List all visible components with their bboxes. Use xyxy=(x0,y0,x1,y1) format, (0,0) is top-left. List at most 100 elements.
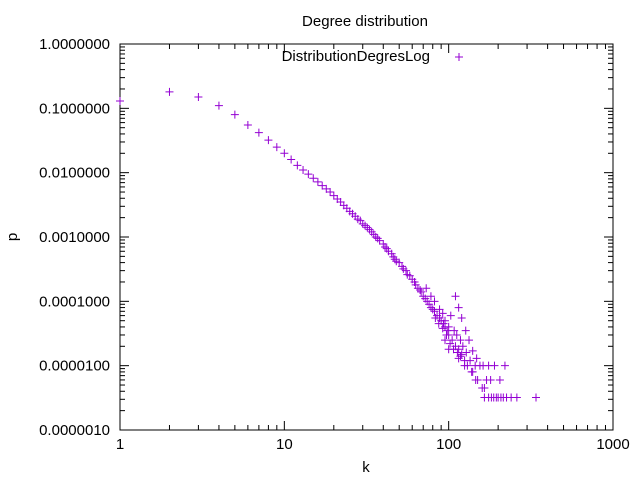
data-point xyxy=(299,166,308,175)
data-point xyxy=(472,354,481,363)
data-point xyxy=(243,121,252,130)
data-point xyxy=(426,292,435,301)
data-point xyxy=(438,309,447,318)
data-point xyxy=(452,330,461,339)
data-point xyxy=(373,234,382,243)
y-axis-label: p xyxy=(4,233,21,241)
data-point xyxy=(460,361,469,370)
data-point xyxy=(402,266,410,275)
y-tick-label: 1.0000000 xyxy=(39,36,110,53)
axis-tick-labels: 1 10 100 1000 0.0000010 0.0000100 0.0001000 0.0… xyxy=(39,36,630,453)
data-point xyxy=(456,352,465,361)
legend-marker-icon xyxy=(455,53,463,61)
data-point xyxy=(450,326,459,335)
data-point xyxy=(381,242,390,251)
data-point xyxy=(448,336,457,345)
data-point xyxy=(329,191,338,200)
data-point xyxy=(451,292,460,301)
data-point xyxy=(309,174,318,183)
data-point xyxy=(230,110,239,119)
data-point xyxy=(462,348,471,357)
data-point xyxy=(495,375,504,384)
data-point xyxy=(371,233,380,241)
data-point xyxy=(500,361,509,370)
y-tick-label: 0.0100000 xyxy=(39,165,110,182)
data-point xyxy=(512,393,521,402)
data-point xyxy=(468,346,477,355)
y-tick-label: 0.0010000 xyxy=(39,229,110,246)
data-point xyxy=(375,236,384,245)
data-point xyxy=(456,336,465,345)
x-axis-label: k xyxy=(362,459,370,476)
data-point xyxy=(214,101,223,110)
y-tick-label: 0.0000010 xyxy=(39,422,110,439)
data-point xyxy=(313,177,322,186)
data-point xyxy=(431,314,440,323)
data-point xyxy=(318,181,327,190)
data-point xyxy=(461,326,470,335)
data-point xyxy=(387,249,396,258)
data-point xyxy=(272,143,281,152)
data-point xyxy=(458,342,467,351)
data-point xyxy=(264,136,273,145)
data-point xyxy=(454,303,463,312)
legend-plus-marker xyxy=(455,53,463,61)
x-tick-label: 10 xyxy=(276,436,293,453)
data-point xyxy=(465,336,474,345)
data-point xyxy=(336,197,345,206)
data-point xyxy=(254,128,263,137)
data-point xyxy=(365,225,374,234)
data-point xyxy=(390,255,399,264)
data-point xyxy=(194,93,203,102)
chart-title: Degree distribution xyxy=(302,13,428,30)
data-point xyxy=(486,375,495,384)
data-point xyxy=(457,314,466,323)
data-point xyxy=(413,284,422,293)
data-point xyxy=(425,300,434,309)
data-points xyxy=(116,87,541,402)
data-point xyxy=(287,155,296,164)
data-point xyxy=(446,339,455,348)
data-point xyxy=(293,161,302,170)
data-point xyxy=(304,170,313,179)
data-point xyxy=(490,361,499,370)
data-point xyxy=(446,311,455,320)
x-tick-label: 100 xyxy=(436,436,461,453)
data-point xyxy=(116,97,124,106)
data-point xyxy=(280,149,289,158)
data-point xyxy=(471,375,480,384)
axis-ticks xyxy=(119,43,614,431)
data-point xyxy=(467,367,476,376)
data-point xyxy=(442,330,451,339)
data-point xyxy=(438,324,447,333)
data-point xyxy=(165,87,174,96)
plot-area-border xyxy=(119,43,614,431)
data-point xyxy=(443,326,452,335)
x-tick-label: 1 xyxy=(116,436,124,453)
data-point xyxy=(363,223,372,232)
data-point xyxy=(422,284,431,293)
data-point xyxy=(434,319,443,328)
data-point xyxy=(478,383,487,392)
data-point xyxy=(441,336,450,345)
y-tick-label: 0.0001000 xyxy=(39,293,110,310)
data-point xyxy=(441,316,450,325)
data-point xyxy=(416,286,425,295)
x-tick-label: 1000 xyxy=(596,436,629,453)
legend-label: DistributionDegresLog xyxy=(282,48,430,65)
data-point xyxy=(430,297,439,306)
data-point xyxy=(444,345,453,354)
y-tick-label: 0.1000000 xyxy=(39,100,110,117)
data-point xyxy=(444,322,453,331)
data-point xyxy=(326,188,335,197)
data-point xyxy=(417,287,426,296)
data-point xyxy=(428,305,437,314)
data-point xyxy=(466,356,475,365)
data-point xyxy=(426,303,435,312)
data-point xyxy=(430,307,439,316)
legend: DistributionDegresLog xyxy=(282,48,463,65)
y-tick-label: 0.0000100 xyxy=(39,358,110,375)
data-point xyxy=(454,354,463,363)
data-point xyxy=(435,305,444,314)
